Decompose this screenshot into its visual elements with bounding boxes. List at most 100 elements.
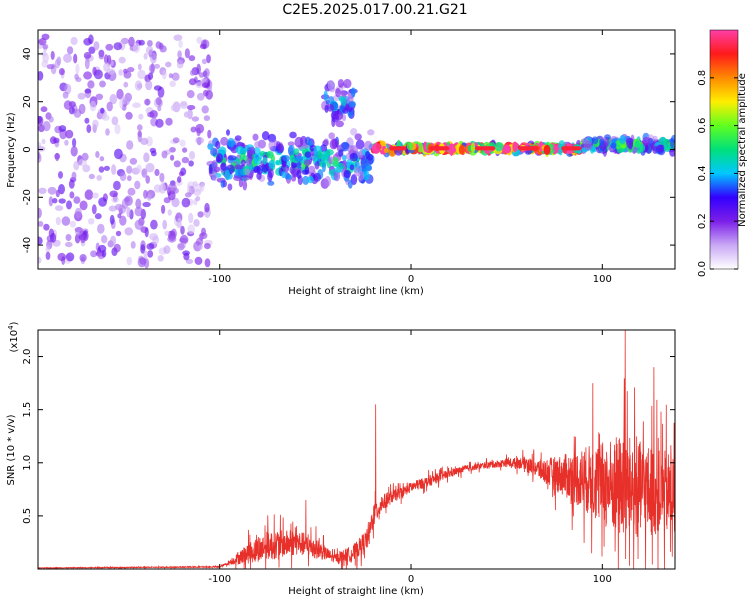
heatmap-cell [178, 40, 183, 48]
heatmap-cell [129, 157, 138, 165]
heatmap-cell [204, 243, 211, 250]
heatmap-cell [343, 169, 352, 179]
x-tick-label: 0 [408, 574, 414, 585]
heatmap-cell [53, 137, 60, 144]
heatmap-cell [124, 197, 130, 203]
heatmap-cell [114, 124, 121, 135]
heatmap-cell [204, 258, 211, 268]
heatmap-cell [46, 64, 55, 70]
heatmap-cell [252, 133, 259, 141]
heatmap-cell [233, 175, 243, 182]
heatmap-cell [349, 164, 355, 171]
heatmap-cell [55, 216, 61, 226]
heatmap-cell [143, 152, 150, 163]
heatmap-cell [74, 226, 84, 236]
heatmap-cell [218, 146, 227, 156]
heatmap-cell [173, 34, 183, 41]
heatmap-cell [54, 205, 64, 211]
snr-series-line [38, 330, 675, 569]
heatmap-cell [78, 103, 86, 115]
heatmap-cell [38, 142, 42, 148]
heatmap-cell [90, 250, 98, 258]
heatmap-cell [261, 131, 270, 141]
heatmap-cell [253, 165, 261, 173]
heatmap-cell [79, 254, 87, 262]
heatmap-cell [245, 158, 252, 167]
heatmap-cell [142, 201, 151, 208]
heatmap-cell [323, 90, 328, 102]
heatmap-cell [74, 73, 79, 80]
heatmap-cell [289, 131, 297, 139]
heatmap-cell [350, 87, 356, 98]
heatmap-cell [183, 110, 192, 119]
snr-y-ticks: 0.5 1.0 1.5 2.0 [22, 349, 675, 524]
heatmap-cell [177, 176, 182, 183]
heatmap-cell [45, 245, 51, 253]
heatmap-cell [362, 170, 370, 181]
heatmap-cell [155, 97, 162, 106]
heatmap-cell [196, 36, 203, 44]
heatmap-cell [199, 183, 205, 192]
heatmap-cell [71, 171, 77, 180]
heatmap-cell [70, 146, 78, 157]
heatmap-cell [88, 46, 96, 54]
heatmap-cell [100, 107, 105, 114]
heatmap-cell [123, 81, 129, 88]
heatmap-cell [73, 196, 81, 204]
colorbar-tick-label: 0.2 [697, 213, 708, 229]
heatmap-cell [176, 60, 184, 69]
heatmap-cell [47, 186, 57, 195]
heatmap-cell [296, 169, 302, 179]
heatmap-cell [38, 236, 43, 246]
heatmap-cell [173, 160, 181, 168]
heatmap-cell [198, 72, 205, 78]
heatmap-cell [65, 129, 74, 139]
heatmap-cell [220, 180, 226, 188]
heatmap-cell [109, 205, 116, 212]
heatmap-cell [171, 72, 180, 81]
heatmap-cell [146, 193, 152, 201]
heatmap-cell [184, 48, 190, 59]
heatmap-cell [87, 80, 95, 89]
heatmap-cell [45, 251, 51, 260]
heatmap-cell [321, 161, 326, 173]
heatmap-cell [172, 137, 180, 144]
spectrogram-panel: -100 0 100 -40 -20 0 20 40 Height of straight … [6, 29, 676, 297]
heatmap-cell [58, 125, 67, 132]
heatmap-cell [211, 160, 218, 170]
heatmap-cell [119, 171, 127, 182]
heatmap-cell [365, 151, 371, 159]
heatmap-cell [88, 173, 95, 180]
heatmap-cell [150, 150, 157, 157]
heatmap-cell [38, 256, 42, 264]
heatmap-cell [87, 218, 95, 225]
spectrogram-y-axis-label: Frequency (Hz) [6, 112, 17, 188]
heatmap-cell [48, 196, 54, 207]
heatmap-cell [168, 73, 173, 79]
heatmap-cell [74, 207, 82, 219]
heatmap-cell [88, 34, 94, 45]
heatmap-cell [147, 250, 154, 258]
heatmap-cell [355, 139, 365, 150]
heatmap-cell [619, 134, 627, 144]
snr-y-axis-label: SNR (10 * v/v) [6, 414, 17, 485]
heatmap-cell [171, 197, 180, 208]
heatmap-cell [128, 36, 135, 47]
heatmap-cell [443, 146, 450, 151]
heatmap-cell [150, 219, 158, 230]
heatmap-cell [145, 45, 154, 56]
heatmap-cell [349, 152, 358, 162]
heatmap-cell [205, 90, 213, 100]
heatmap-cell [360, 158, 370, 167]
heatmap-cell [220, 136, 229, 146]
heatmap-cell [143, 189, 148, 199]
heatmap-cell [153, 85, 162, 91]
heatmap-cell [103, 165, 110, 171]
snr-multiplier-label: (x104) [7, 321, 20, 352]
heatmap-cell [304, 151, 312, 158]
heatmap-cell [63, 100, 73, 110]
heatmap-cell [347, 145, 355, 154]
heatmap-cell [64, 139, 69, 146]
heatmap-cell [109, 94, 118, 105]
heatmap-cell [38, 221, 44, 227]
